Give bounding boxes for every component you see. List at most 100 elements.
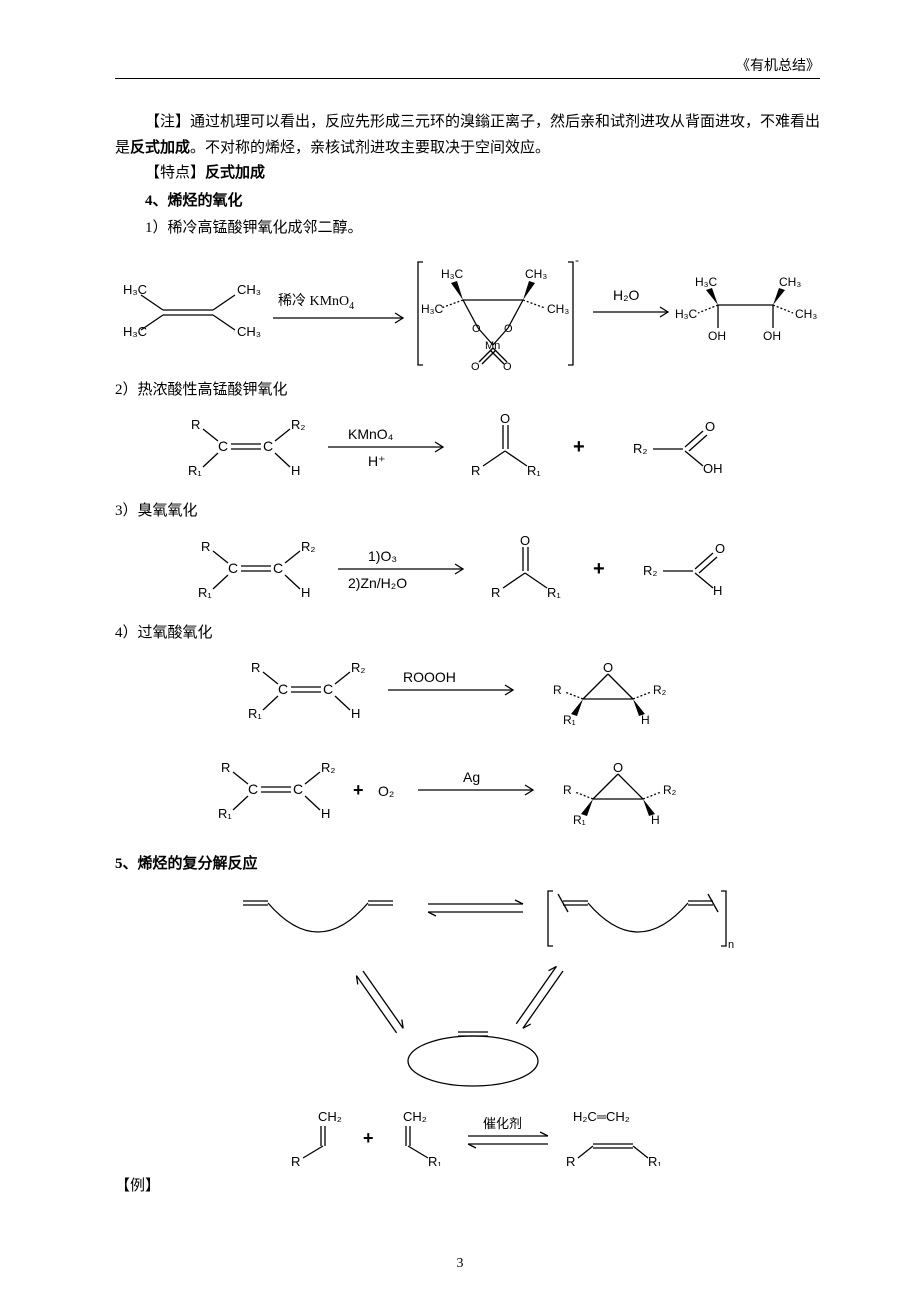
d2-keto-o: O (500, 411, 510, 426)
d1-p-h3c: H₃C (695, 275, 718, 289)
d2-H: H (291, 463, 300, 478)
d4a-R1: R₁ (248, 706, 262, 721)
sub-4-1: 1）稀冷高锰酸钾氧化成邻二醇。 (115, 216, 830, 242)
d5-h2cch2: H₂C═CH₂ (573, 1109, 630, 1124)
d1-int-ch3: CH₃ (525, 267, 547, 281)
d4b-ep-o: O (613, 760, 623, 775)
d4b-R1: R₁ (218, 806, 232, 821)
d1-p-h3c2: H₃C (675, 307, 698, 321)
d4b-c1: C (248, 781, 258, 797)
header-title: 《有机总结》 (736, 55, 820, 75)
d4a-roooh: ROOOH (403, 669, 456, 685)
d2-R2: R₂ (291, 417, 305, 432)
d2-acid-r2: R₂ (633, 441, 647, 456)
d1-int-ch3b: CH₃ (547, 302, 569, 316)
d2-acid-oh: OH (703, 461, 723, 476)
note-bold: 反式加成 (130, 140, 190, 156)
d4b-ep-r1: R₁ (573, 813, 586, 827)
example-label: 【例】 (115, 1174, 830, 1200)
d4a-H: H (351, 706, 360, 721)
d5-ch2b: CH₂ (403, 1109, 427, 1124)
note-text-b: 。不对称的烯烃，亲核试剂进攻主要取决于空间效应。 (190, 140, 550, 156)
d1-p-ch3: CH₃ (779, 275, 801, 289)
d1-int-o4: O (503, 361, 512, 370)
d2-kmno4: KMnO₄ (348, 426, 394, 442)
d2-keto-r: R (471, 463, 480, 478)
d3-ald-h: H (713, 583, 722, 598)
d3-ald-o: O (715, 541, 725, 556)
label-charge: - (575, 253, 579, 267)
page-number: 3 (0, 1256, 920, 1272)
d1-int-o2: O (504, 323, 513, 335)
d3-plus: + (593, 558, 605, 580)
sub-4-3: 3）臭氧氧化 (115, 499, 830, 525)
d5-cat: 催化剂 (483, 1116, 522, 1131)
diagram-kmno4-cold: H₃C H₃C CH₃ CH₃ 稀冷 KMnO4 - (123, 250, 823, 370)
d4a-ep-h: H (641, 713, 650, 727)
feature-bold: 反式加成 (205, 165, 265, 181)
d1-int-h3c2: H₃C (421, 302, 444, 316)
d4a-ep-r2: R₂ (653, 683, 667, 697)
d2-R1: R₁ (188, 463, 202, 478)
d1-p-oh1: OH (708, 329, 726, 343)
d5-Ra: R (291, 1154, 300, 1166)
d2-hplus: H⁺ (368, 453, 386, 469)
d3-ald-r2: R₂ (643, 563, 657, 578)
d4b-R2: R₂ (321, 760, 335, 775)
d1-int-mn: Mn (485, 340, 500, 352)
sub-4-2: 2）热浓酸性高锰酸钾氧化 (115, 378, 830, 404)
d5-ch2a: CH₂ (318, 1109, 342, 1124)
d4b-o2: O₂ (378, 783, 394, 799)
d4b-ag: Ag (463, 769, 480, 785)
d4b-ep-h: H (651, 813, 660, 827)
label-ch3: CH₃ (237, 282, 261, 297)
note-paragraph: 【注】通过机理可以看出，反应先形成三元环的溴鎓正离子，然后亲和试剂进攻从背面进攻… (115, 110, 830, 161)
label-h3c: H₃C (123, 282, 147, 297)
d3-R2: R₂ (301, 539, 315, 554)
d5-n: n (728, 939, 734, 951)
d1-p-oh2: OH (763, 329, 781, 343)
label-reagent1: 稀冷 KMnO4 (278, 293, 354, 312)
d3-step2: 2)Zn/H₂O (348, 575, 407, 591)
d4b-c2: C (293, 781, 303, 797)
document-body: 【注】通过机理可以看出，反应先形成三元环的溴鎓正离子，然后亲和试剂进攻从背面进攻… (115, 110, 830, 1199)
d4a-c2: C (323, 681, 333, 697)
d5-prod-R: R (566, 1154, 575, 1166)
d4a-ep-r: R (553, 683, 562, 697)
d2-plus: + (573, 436, 585, 458)
sub-4-4: 4）过氧酸氧化 (115, 621, 830, 647)
diagram-epoxidation: C C R R₁ R₂ H ROOOH (193, 654, 753, 844)
feature-label: 【特点】 (145, 165, 205, 181)
d4a-R: R (251, 660, 260, 675)
d3-step1: 1)O₃ (368, 548, 397, 564)
heading-4: 4、烯烃的氧化 (115, 189, 830, 215)
d3-keto-r: R (491, 585, 500, 600)
d3-c1: C (228, 560, 238, 576)
d1-int-o1: O (472, 323, 481, 335)
d5-plus: + (363, 1128, 374, 1148)
d1-h2o: H₂O (613, 287, 640, 303)
d4b-H: H (321, 806, 330, 821)
d3-keto-o: O (520, 533, 530, 548)
d1-int-h3c: H₃C (441, 267, 464, 281)
d4b-ep-r2: R₂ (663, 783, 677, 797)
d2-keto-r1: R₁ (527, 463, 541, 478)
d3-H: H (301, 585, 310, 600)
d1-int-o3: O (471, 361, 480, 370)
d1-p-ch3b: CH₃ (795, 307, 817, 321)
feature-paragraph: 【特点】反式加成 (115, 161, 830, 187)
heading-5: 5、烯烃的复分解反应 (115, 852, 830, 878)
diagram-metathesis: n CH₂ (193, 886, 753, 1166)
d4a-R2: R₂ (351, 660, 365, 675)
label-h3c2: H₃C (123, 324, 147, 339)
d2-c2: C (263, 438, 273, 454)
header-rule (115, 78, 820, 79)
d2-R: R (191, 417, 200, 432)
d4a-c1: C (278, 681, 288, 697)
label-ch3b: CH₃ (237, 324, 261, 339)
d5-R1: R₁ (428, 1154, 442, 1166)
d2-c1: C (218, 438, 228, 454)
d4b-R: R (221, 760, 230, 775)
d5-prod-R1: R₁ (648, 1154, 662, 1166)
d4b-plus: + (353, 780, 364, 800)
